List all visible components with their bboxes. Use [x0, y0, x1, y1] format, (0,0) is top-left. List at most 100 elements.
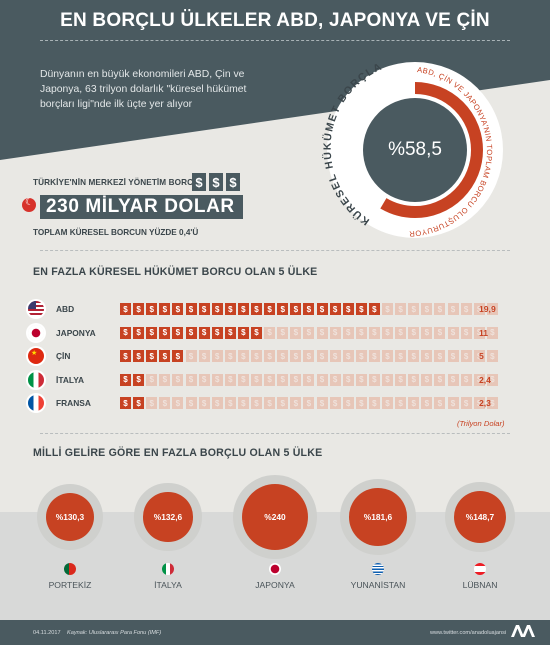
debt-coin-empty: $ [198, 350, 210, 362]
debt-coin-filled: $ [120, 303, 131, 315]
dollar-box: $ [209, 173, 223, 191]
debt-coin-empty: $ [329, 373, 341, 386]
debt-coin-empty: $ [368, 326, 380, 339]
gdp-bubble: %132,6 [143, 492, 193, 542]
gdp-bubble: %148,7 [454, 491, 506, 543]
debt-coin-empty: $ [303, 350, 315, 362]
gdp-country-label: YUNANİSTAN [350, 580, 406, 590]
debt-coin-empty: $ [486, 373, 498, 386]
debt-coin-empty: $ [395, 373, 407, 386]
debt-coin-empty: $ [473, 303, 485, 315]
portugal-flag-icon [64, 563, 76, 575]
dollar-box: $ [226, 173, 240, 191]
debt-coin-empty: $ [486, 350, 498, 362]
debt-country-label: ABD [56, 304, 75, 314]
debt-coin-empty: $ [211, 397, 223, 409]
debt-coin-filled: $ [251, 326, 262, 339]
debt-coin-filled: $ [316, 303, 328, 315]
usa-flag-icon [28, 301, 44, 317]
debt-country-label: ÇİN [56, 351, 71, 361]
france-flag-icon [28, 395, 44, 411]
debt-coin-filled: $ [224, 326, 236, 339]
debt-coin-filled: $ [290, 303, 302, 315]
debt-coin-empty: $ [447, 350, 459, 362]
section-divider [40, 433, 510, 434]
debt-coin-empty: $ [421, 397, 433, 409]
debt-coin-empty: $ [329, 350, 341, 362]
debt-coin-empty: $ [460, 373, 472, 386]
gdp-bubble: %130,3 [45, 492, 95, 542]
debt-coin-empty: $ [368, 350, 380, 362]
debt-coin-filled: $ [198, 326, 210, 339]
dollar-box: $ [192, 173, 206, 191]
debt-coin-empty: $ [342, 326, 354, 339]
debt-coin-empty: $ [290, 397, 302, 409]
debt-coin-empty: $ [408, 373, 420, 386]
debt-coin-filled: $ [198, 303, 210, 315]
debt-coin-filled: $ [172, 350, 184, 362]
debt-coin-empty: $ [185, 350, 197, 362]
debt-coin-empty: $ [303, 397, 315, 409]
debt-coin-empty: $ [382, 326, 393, 339]
debt-coin-empty: $ [355, 326, 367, 339]
debt-coin-empty: $ [382, 350, 393, 362]
debt-coin-filled: $ [159, 350, 171, 362]
debt-coin-filled: $ [133, 397, 145, 409]
ring-progress-arc [347, 82, 483, 218]
footer-twitter-link[interactable]: www.twitter.com/anadoluajansi [430, 630, 507, 636]
debt-coin-empty: $ [264, 373, 276, 386]
debt-coin-empty: $ [211, 350, 223, 362]
debt-coin-empty: $ [237, 373, 249, 386]
debt-coin-empty: $ [382, 373, 393, 386]
china-flag-icon: ★ [28, 348, 44, 364]
debt-coin-filled: $ [120, 373, 131, 386]
debt-coin-empty: $ [290, 350, 302, 362]
gdp-country-label: LÜBNAN [462, 580, 498, 590]
debt-coin-empty: $ [447, 303, 459, 315]
lebanon-flag-icon [474, 563, 486, 575]
debt-coin-filled: $ [120, 350, 131, 362]
debt-coin-empty: $ [264, 350, 276, 362]
debt-coin-filled: $ [133, 303, 145, 315]
debt-coin-filled: $ [133, 373, 145, 386]
intro-text: Dünyanın en büyük ekonomileri ABD, Çin v… [40, 69, 247, 110]
turkey-bottom-label: TOPLAM KÜRESEL BORCUN YÜZDE 0,4'Ü [33, 228, 199, 237]
debt-coin-empty: $ [303, 373, 315, 386]
debt-coin-empty: $ [264, 397, 276, 409]
debt-coin-empty: $ [237, 350, 249, 362]
debt-country-label: JAPONYA [56, 327, 96, 338]
debt-coin-filled: $ [172, 326, 184, 339]
debt-coin-empty: $ [447, 397, 459, 409]
debt-row: FRANSA $ $ $ $ $ $ $ $ $ $ $ $ $ $ $ $ $ $ $ $ $ $ $ $ $ $ $ $ $2,3 [28, 395, 518, 411]
debt-coin-empty: $ [408, 303, 420, 315]
debt-coin-filled: $ [185, 326, 197, 339]
debt-coin-empty: $ [224, 350, 236, 362]
debt-coin-filled: $ [224, 303, 236, 315]
debt-coin-filled: $ [211, 326, 223, 339]
debt-coin-empty: $ [473, 373, 485, 386]
section-divider [40, 250, 510, 251]
debt-coin-empty: $ [355, 373, 367, 386]
china-star: ★ [31, 350, 38, 357]
debt-coin-empty: $ [316, 326, 328, 339]
debt-coin-empty: $ [290, 373, 302, 386]
gdp-chart-title: MİLLİ GELİRE GÖRE EN FAZLA BORÇLU OLAN 5… [33, 447, 323, 459]
debt-coin-empty: $ [382, 303, 393, 315]
debt-coin-empty: $ [486, 326, 498, 339]
debt-row: JAPONYA $ $ $ $ $ $ $ $ $ $ $ $ $ $ $ $ $ $ $ $ $ $ $ $ $ $ $ $ $11 [28, 324, 518, 341]
debt-value-label: 11 [479, 327, 489, 338]
debt-coin-filled: $ [342, 303, 354, 315]
debt-coin-filled: $ [146, 303, 158, 315]
debt-coin-empty: $ [159, 397, 171, 409]
debt-coin-empty: $ [146, 373, 158, 386]
debt-coin-empty: $ [486, 397, 498, 409]
debt-chart-title: EN FAZLA KÜRESEL HÜKÜMET BORCU OLAN 5 ÜL… [33, 266, 318, 278]
debt-coin-empty: $ [447, 326, 459, 339]
debt-row: ★ ÇİN $ $ $ $ $ $ $ $ $ $ $ $ $ $ $ $ $ $ $ $ $ $ $ $ $ $ $ $ $5 [28, 348, 518, 364]
debt-coin-empty: $ [434, 350, 446, 362]
debt-coin-empty: $ [277, 326, 289, 339]
debt-coin-empty: $ [277, 397, 289, 409]
debt-coin-empty: $ [395, 326, 407, 339]
debt-coin-empty: $ [473, 397, 485, 409]
debt-coin-filled: $ [355, 303, 367, 315]
